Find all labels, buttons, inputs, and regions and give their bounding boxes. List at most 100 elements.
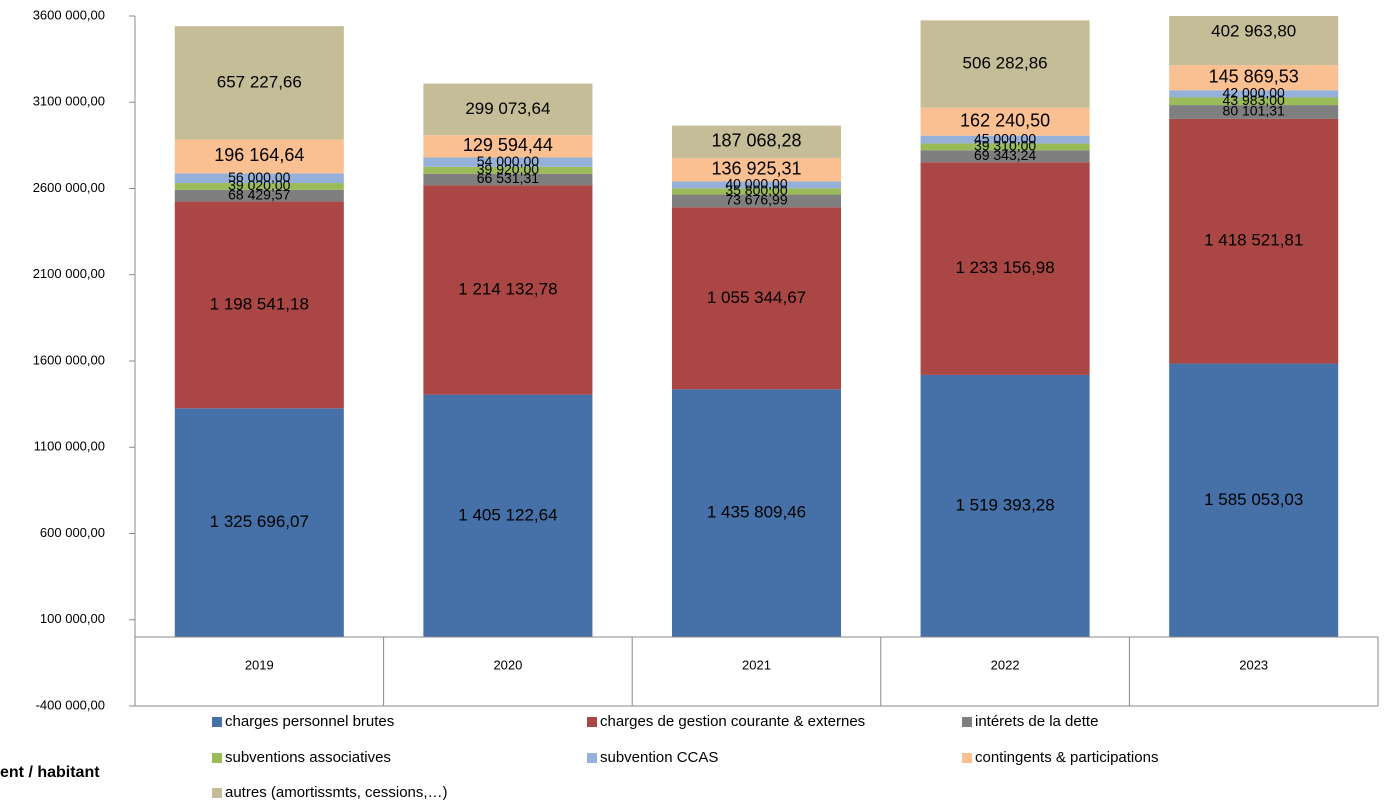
legend-swatch: [587, 717, 597, 727]
bar-segment: [671, 207, 842, 390]
bar-segment: [920, 162, 1090, 375]
legend-swatch: [212, 717, 222, 727]
bar-segment: [1169, 65, 1339, 91]
legend-label: subventions associatives: [225, 749, 391, 766]
x-tick-label: 2022: [991, 657, 1020, 672]
bar-segment: [1169, 105, 1339, 119]
data-label: 45 000,00: [974, 130, 1036, 146]
bar-segment: [1169, 118, 1339, 364]
y-tick-label: 3100 000,00: [33, 94, 105, 109]
x-tick-label: 2020: [493, 657, 522, 672]
bar-segment: [671, 125, 842, 158]
data-label: 73 676,99: [725, 192, 787, 208]
legend-label: charges personnel brutes: [225, 713, 394, 730]
bar-segment: [423, 185, 593, 395]
footer-text: ent / habitant: [0, 764, 100, 781]
data-label: 129 594,44: [463, 135, 553, 155]
data-label: 1 405 122,64: [458, 505, 557, 524]
data-label: 1 435 809,46: [707, 503, 806, 522]
bar-segment: [920, 374, 1090, 637]
bar-segment: [920, 20, 1090, 108]
data-label: 68 429,57: [228, 186, 290, 202]
data-label: 1 214 132,78: [458, 279, 557, 298]
y-tick-label: 100 000,00: [40, 611, 105, 626]
bar-segment: [1169, 363, 1339, 637]
legend-label: charges de gestion courante & externes: [600, 713, 865, 730]
bar-segment: [174, 201, 344, 409]
bar-segment: [423, 157, 593, 167]
legend-label: intérets de la dette: [975, 713, 1098, 730]
legend-swatch: [212, 753, 222, 763]
data-label: 80 101,31: [1223, 103, 1285, 119]
bar-segment: [174, 26, 344, 140]
bar-segment: [174, 189, 344, 202]
bar-segment: [1169, 16, 1339, 66]
data-label: 136 925,31: [711, 158, 801, 178]
data-label: 40 000,00: [725, 176, 787, 192]
legend-swatch: [962, 753, 972, 763]
bar-segment: [174, 139, 344, 174]
data-label: 506 282,86: [963, 54, 1048, 73]
data-label: 162 240,50: [960, 110, 1050, 130]
bar-segment: [174, 173, 344, 184]
data-label: 39 020,00: [228, 177, 290, 193]
bar-segment: [920, 135, 1090, 144]
legend-label: subvention CCAS: [600, 749, 718, 766]
bar-segment: [1169, 90, 1339, 98]
bar-segment: [174, 408, 344, 637]
bar-segment: [671, 188, 842, 195]
data-label: 299 073,64: [465, 99, 550, 118]
data-label: 145 869,53: [1209, 66, 1299, 86]
bar-segment: [423, 394, 593, 637]
bar-segment: [920, 143, 1090, 151]
data-label: 54 000,00: [477, 153, 539, 169]
legend-swatch: [212, 788, 222, 798]
data-label: 66 531,31: [477, 170, 539, 186]
data-label: 42 000,00: [1223, 85, 1285, 101]
bar-segment: [671, 389, 842, 637]
data-label: 69 343,24: [974, 147, 1036, 163]
data-label: 1 233 156,98: [955, 258, 1054, 277]
data-label: 187 068,28: [711, 130, 801, 150]
data-label: 39 310,00: [974, 138, 1036, 154]
bar-segment: [1169, 97, 1339, 106]
data-label: 1 198 541,18: [210, 294, 309, 313]
y-tick-label: 2600 000,00: [33, 180, 105, 195]
data-label: 657 227,66: [217, 72, 302, 91]
bars: [174, 16, 1339, 637]
data-label: 35 800,00: [725, 182, 787, 198]
y-tick-label: 2100 000,00: [33, 266, 105, 281]
bar-segment: [671, 194, 842, 208]
data-label: 56 000,00: [228, 169, 290, 185]
bar-segment: [423, 135, 593, 158]
bar-segment: [423, 173, 593, 186]
data-label: 196 164,64: [214, 145, 304, 165]
bar-segment: [920, 150, 1090, 163]
data-label: 1 519 393,28: [955, 495, 1054, 514]
legend-swatch: [962, 717, 972, 727]
data-label: 1 055 344,67: [707, 288, 806, 307]
data-label: 1 325 696,07: [210, 512, 309, 531]
legend-swatch: [587, 753, 597, 763]
bar-segment: [423, 166, 593, 174]
data-label: 43 983,00: [1223, 92, 1285, 108]
data-label: 39 920,00: [477, 161, 539, 177]
data-label: 1 418 521,81: [1204, 231, 1303, 250]
y-tick-label: 1100 000,00: [34, 439, 105, 454]
bar-segment: [920, 107, 1090, 136]
legend-label: contingents & participations: [975, 749, 1158, 766]
y-tick-label: 3600 000,00: [33, 7, 105, 22]
bar-segment: [423, 83, 593, 136]
x-tick-label: 2023: [1239, 657, 1268, 672]
y-tick-label: 1600 000,00: [33, 352, 105, 367]
x-tick-label: 2021: [742, 657, 771, 672]
y-tick-label: -400 000,00: [36, 697, 105, 712]
data-label: 402 963,80: [1211, 21, 1296, 40]
bar-segment: [671, 181, 842, 189]
y-tick-label: 600 000,00: [40, 525, 105, 540]
x-tick-label: 2019: [245, 657, 274, 672]
bar-segment: [174, 183, 344, 190]
legend-label: autres (amortissmts, cessions,…): [225, 784, 448, 801]
data-label: 1 585 053,03: [1204, 490, 1303, 509]
